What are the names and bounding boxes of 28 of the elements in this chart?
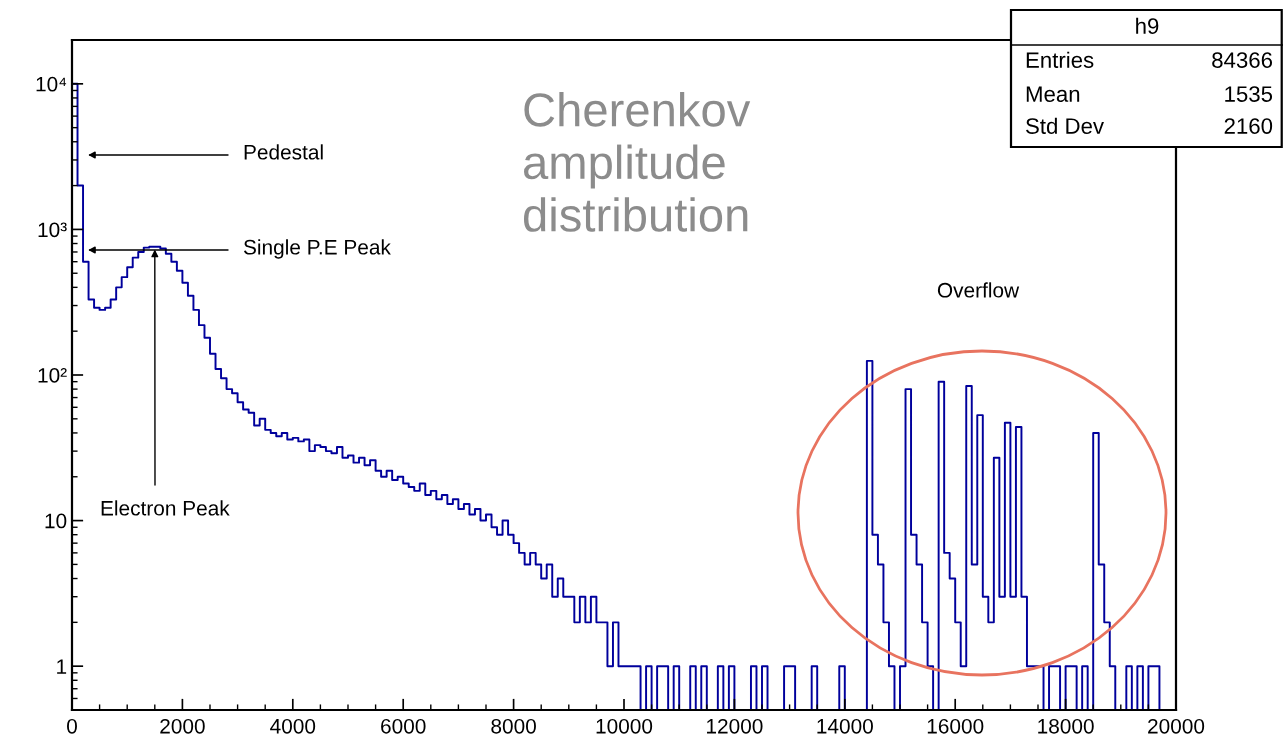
text: h9 (1136, 17, 1159, 34)
text: 84366 (1212, 52, 1273, 68)
x-tick-label: 6000 (381, 718, 426, 734)
annotation: Overflow (937, 282, 1020, 298)
text: 1535 (1225, 86, 1273, 102)
annotation: Mean (1026, 86, 1080, 102)
y-tick-label: 10 (45, 513, 67, 529)
x-tick-label: 4000 (270, 718, 316, 734)
y-tick-label: 1 (57, 659, 67, 674)
x-tick-label: 12000 (707, 718, 763, 734)
annotation: Std Dev (1026, 117, 1104, 134)
text: 2160 (1224, 118, 1273, 134)
y-tick-label: 10³ (38, 222, 67, 238)
annotation: Pedestal (244, 144, 323, 160)
x-tick-label: 16000 (927, 718, 984, 734)
x-tick-label: 18000 (1038, 718, 1094, 734)
y-tick-label: 10² (38, 368, 67, 383)
x-tick-label: 0 (67, 718, 77, 734)
x-tick-label: 10000 (596, 718, 653, 734)
annotation: Electron Peak (101, 500, 230, 516)
x-tick-label: 20000 (1148, 718, 1205, 734)
x-tick-label: 14000 (817, 718, 873, 734)
x-tick-label: 2000 (160, 718, 205, 734)
annotation: Single P.E Peak (243, 239, 391, 259)
annotation: Entries (1026, 51, 1094, 68)
x-tick-label: 8000 (491, 718, 536, 734)
text: Cherenkov amplitude distribution (523, 92, 751, 232)
y-tick-label: 10⁴ (36, 76, 67, 92)
